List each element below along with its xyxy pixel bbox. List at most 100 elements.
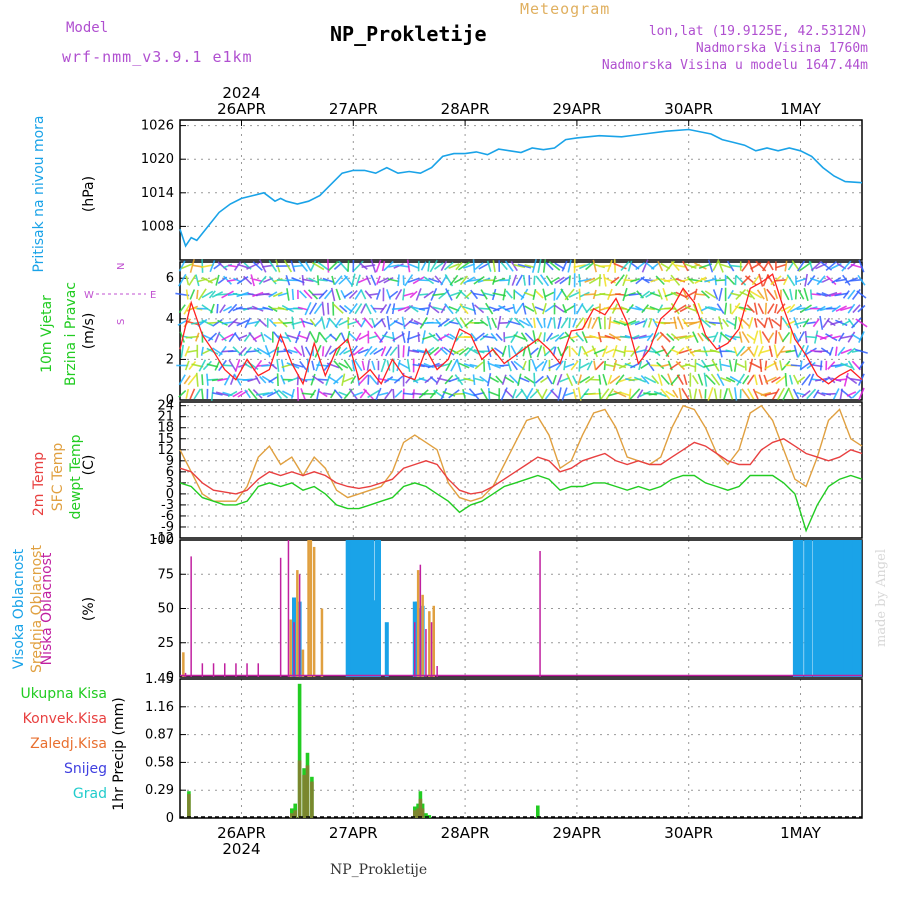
wind-vector [304,301,312,316]
wind-vector [711,359,720,372]
wind-vector [216,303,219,314]
wind-vector [846,391,857,397]
wind-vector [378,392,389,396]
wind-vector [730,302,741,315]
wind-vector [504,335,515,339]
wind-vector [343,359,353,372]
bottom-day-label: 27APR [329,824,378,842]
wind-vector [320,316,326,330]
wind-vector [197,288,207,301]
wind-vector [831,304,841,313]
wind-vector [854,348,868,354]
wind-vector [321,346,325,357]
low-cloud-bar [298,574,301,678]
wind-vector [506,359,512,372]
wind-vector [180,344,184,358]
wind-vector [522,274,526,286]
wind-vector [741,331,750,344]
wind-vector [479,375,489,384]
wind-vector [739,290,753,298]
wind-vector [381,261,386,272]
wind-vector [748,358,754,373]
wind-vector [764,302,767,315]
wind-vector [557,387,562,401]
low-cloud-bar [235,663,237,677]
bottom-year-label: 2024 [222,840,260,858]
wind-vector [857,304,866,313]
wind-vector [803,287,809,302]
wind-vector [325,317,331,328]
wind-vector [857,274,866,286]
wind-vector [324,345,332,358]
wind-vector [579,375,591,384]
wind-vector [188,274,197,286]
mid-cloud-bar [428,611,431,677]
wind-vector [179,331,185,343]
high-cloud-bar [347,540,352,677]
wind-vector [297,306,309,311]
wind-vector [788,388,794,400]
wind-vector [334,318,342,328]
wind-vector [520,332,528,342]
wind-vector [444,334,454,341]
wind-vector [193,388,202,400]
wind-vector [567,259,572,273]
top-day-label: 26APR [217,100,266,118]
wind-vector [670,333,680,342]
wind-vector [682,288,689,301]
wind-vector [747,388,755,400]
high-cloud-bar [854,540,859,677]
wind-vector [572,388,577,400]
wind-vector [820,261,833,271]
wind-vector [187,374,198,386]
wind-vector [630,320,640,326]
wind-vector [546,317,553,329]
wind-vector [578,359,581,372]
wind-vector [793,317,799,329]
high-cloud-bar [832,540,836,677]
wind-vector [773,360,779,371]
wind-vector [619,319,631,326]
wind-vector [709,306,722,311]
high-cloud-bar [356,540,361,677]
wind-vector [782,275,789,286]
high-cloud-bar [841,540,845,677]
wind-vector [363,317,374,329]
wind-vector [524,264,535,269]
y-tick-label: -9 [161,520,174,535]
wind-vector [735,274,747,286]
wind-vector [338,362,349,369]
wind-vector [330,287,336,302]
high-cloud-bar [835,540,840,677]
wind-vector [762,274,770,287]
wind-vector [840,362,853,369]
wind-vector [499,364,509,367]
mid-cloud-bar [307,540,310,677]
wind-vector [647,318,653,328]
wind-vector [599,293,611,296]
wind-vector [368,293,379,296]
top-day-label: 28APR [441,100,490,118]
wind-vector [348,345,358,358]
wind-vector [403,392,415,396]
wind-vector [764,376,777,383]
wind-vector [607,374,613,385]
wind-vector [474,262,484,271]
wind-vector [766,288,776,301]
wind-vector [210,303,215,314]
wind-vector [780,305,792,312]
wind-vector [578,262,591,270]
wind-vector [652,318,659,328]
wind-vector [437,318,450,328]
high-cloud-bar [345,540,350,677]
wind-vector [533,317,536,329]
wind-vector [749,361,763,370]
wind-vector [740,275,751,286]
wind-vector [806,275,816,286]
panel-frame [179,401,863,539]
wind-vector [474,361,484,370]
wind-vector [329,333,338,341]
wind-vector [515,302,524,315]
wind-vector [560,317,569,329]
wind-vector [487,373,492,387]
